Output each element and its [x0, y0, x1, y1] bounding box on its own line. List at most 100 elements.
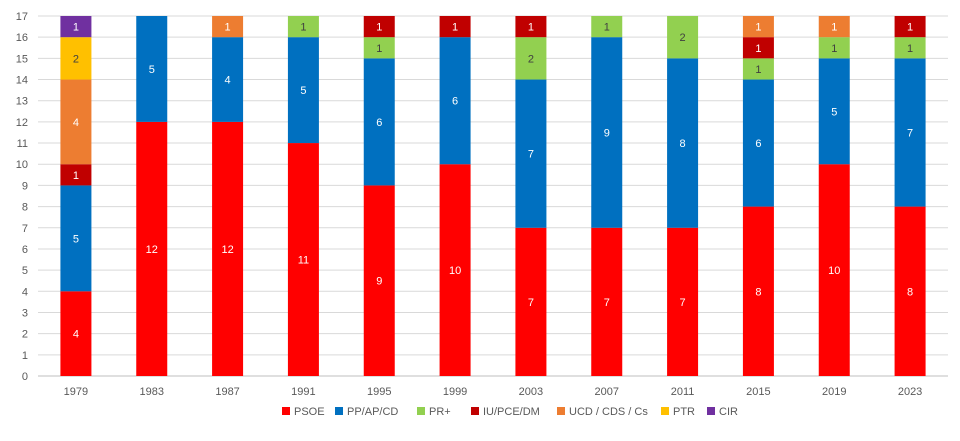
y-tick-label: 7 [22, 223, 28, 235]
data-label: 6 [452, 96, 458, 108]
y-tick-label: 12 [16, 117, 28, 129]
bar-segment-ucd-cds-cs-2019 [818, 16, 850, 38]
bar-segment-pr-2003 [515, 37, 547, 80]
bar-segment-psoe-2003 [515, 227, 547, 376]
x-tick-label: 2003 [519, 386, 543, 398]
y-tick-label: 16 [16, 32, 28, 44]
y-tick-label: 14 [16, 75, 28, 87]
data-label: 2 [680, 32, 686, 44]
data-label: 1 [225, 22, 231, 34]
data-label: 5 [300, 85, 306, 97]
y-tick-label: 11 [17, 138, 28, 150]
x-axis: 1979 1983 1987 1991 1995 1999 2003 2007 2011 2015… [64, 386, 923, 398]
data-label: 9 [376, 276, 382, 288]
data-label: 1 [528, 22, 534, 34]
bar-segment-pr-2011 [667, 16, 699, 59]
legend-label-pr: PR+ [429, 406, 451, 418]
x-tick-label: 2007 [595, 386, 619, 398]
legend-swatch-ptr [661, 407, 669, 415]
data-label: 11 [298, 255, 309, 267]
bar-segment-pr-1995 [363, 37, 395, 59]
legend-label-ptr: PTR [673, 406, 695, 418]
data-label: 1 [376, 22, 382, 34]
data-label: 10 [828, 265, 840, 277]
x-tick-label: 2023 [898, 386, 922, 398]
bar-segment-iu-pce-dm-2023 [894, 16, 926, 38]
data-label: 1 [755, 64, 761, 76]
bar-segment-psoe-2007 [591, 227, 623, 376]
legend-swatch-psoe [282, 407, 290, 415]
bar-segment-iu-pce-dm-1979 [60, 164, 92, 186]
x-tick-label: 2019 [822, 386, 846, 398]
y-tick-label: 3 [22, 307, 28, 319]
x-tick-label: 1991 [291, 386, 315, 398]
bar-segment-psoe-2015 [742, 206, 774, 376]
bar-segment-pp-ap-cd-2003 [515, 79, 547, 228]
bar-segment-pp-ap-cd-2011 [667, 58, 699, 228]
data-label: 12 [146, 244, 158, 256]
legend-label-psoe: PSOE [294, 406, 325, 418]
bar-segment-psoe-2011 [667, 227, 699, 376]
bar-segment-psoe-1983 [136, 121, 168, 376]
bar-segment-ucd-cds-cs-2015 [742, 16, 774, 38]
legend-label-ucd-cds-cs: UCD / CDS / Cs [569, 406, 648, 418]
bar-segment-pr-2007 [591, 16, 623, 38]
y-tick-label: 13 [16, 96, 28, 108]
bar-segment-cir-1979 [60, 16, 92, 38]
y-tick-label: 15 [16, 53, 28, 65]
legend-label-iu-pce-dm: IU/PCE/DM [483, 406, 540, 418]
x-tick-label: 1999 [443, 386, 467, 398]
data-label: 1 [755, 43, 761, 55]
data-label: 1 [73, 22, 79, 34]
bar-segment-psoe-1995 [363, 185, 395, 376]
data-label: 2 [73, 53, 79, 65]
bar-segment-psoe-1999 [439, 164, 471, 376]
x-tick-label: 1995 [367, 386, 391, 398]
legend-swatch-cir [707, 407, 715, 415]
data-label: 4 [73, 117, 79, 129]
data-label: 6 [376, 117, 382, 129]
bar-segment-psoe-2023 [894, 206, 926, 376]
data-label: 9 [604, 127, 610, 139]
data-label: 1 [831, 22, 837, 34]
y-tick-label: 9 [22, 180, 28, 192]
bar-segment-iu-pce-dm-2015 [742, 37, 774, 59]
x-tick-label: 1987 [215, 386, 239, 398]
data-label: 4 [225, 75, 231, 87]
y-tick-label: 6 [22, 244, 28, 256]
data-label: 5 [831, 106, 837, 118]
legend-label-pp-ap-cd: PP/AP/CD [347, 406, 398, 418]
legend: PSOE PP/AP/CD PR+ IU/PCE/DM UCD / CDS / Cs PT… [282, 406, 738, 418]
data-label: 5 [149, 64, 155, 76]
data-label: 8 [755, 286, 761, 298]
x-tick-label: 1983 [140, 386, 164, 398]
bar-segment-pp-ap-cd-1995 [363, 58, 395, 186]
data-label: 1 [831, 43, 837, 55]
bar-segment-iu-pce-dm-1999 [439, 16, 471, 38]
bar-segment-pp-ap-cd-1983 [136, 16, 168, 122]
bar-segment-psoe-1987 [212, 121, 244, 376]
bar-segment-psoe-1979 [60, 291, 92, 376]
bars: 4514211251241115196111061772179178286111… [60, 16, 926, 376]
bar-segment-pr-2023 [894, 37, 926, 59]
bar-segment-pp-ap-cd-1979 [60, 185, 92, 292]
bar-segment-psoe-2019 [818, 164, 850, 376]
data-label: 8 [680, 138, 686, 150]
x-tick-label: 2015 [746, 386, 770, 398]
legend-swatch-ucd-cds-cs [557, 407, 565, 415]
data-label: 2 [528, 53, 534, 65]
data-label: 4 [73, 329, 79, 341]
bar-segment-ucd-cds-cs-1987 [212, 16, 244, 38]
bar-segment-pp-ap-cd-1987 [212, 37, 244, 122]
legend-label-cir: CIR [719, 406, 738, 418]
y-tick-label: 5 [22, 265, 28, 277]
data-label: 6 [755, 138, 761, 150]
x-tick-label: 1979 [64, 386, 88, 398]
legend-swatch-iu-pce-dm [471, 407, 479, 415]
data-label: 1 [73, 170, 79, 182]
data-label: 1 [755, 22, 761, 34]
data-label: 8 [907, 286, 913, 298]
data-label: 5 [73, 233, 79, 245]
data-label: 1 [907, 43, 913, 55]
